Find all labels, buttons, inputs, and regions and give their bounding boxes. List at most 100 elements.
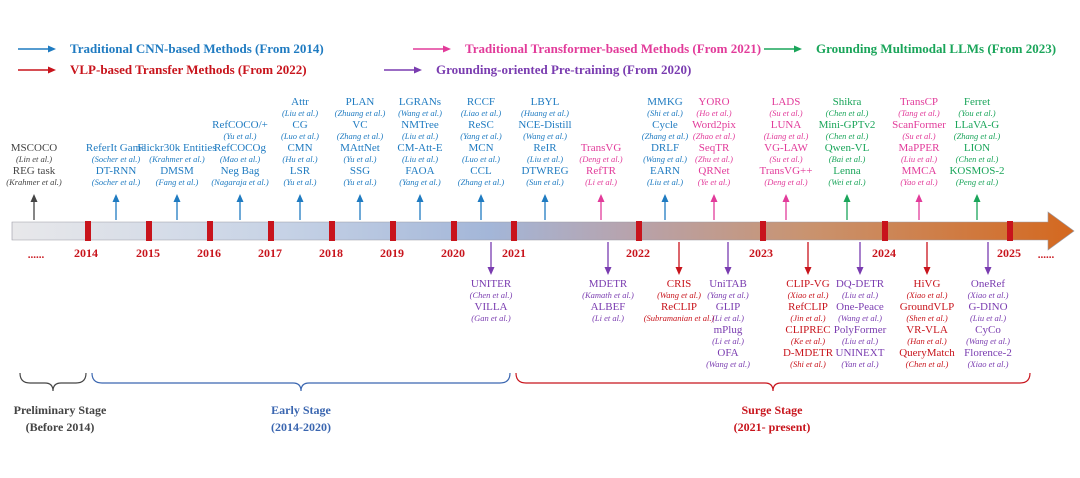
stage-brace	[19, 372, 87, 392]
year-label: 2014	[74, 246, 98, 260]
method-citation: (Shen et al.)	[906, 313, 947, 323]
legend-arrow-head	[48, 66, 56, 74]
method-citation: (Li et al.)	[592, 313, 624, 323]
timeline-pointer-arrowhead	[541, 194, 549, 202]
method-citation: (Luo et al.)	[462, 154, 500, 164]
year-tick	[760, 221, 766, 241]
method-citation: (Li et al.)	[712, 313, 744, 323]
method-name: One-Peace	[836, 301, 884, 313]
method-name: MDETR	[589, 278, 628, 290]
method-name: DT-RNN	[96, 165, 137, 177]
method-name: CM-Att-E	[397, 142, 443, 154]
method-name: NCE-Distill	[518, 119, 571, 131]
method-citation: (Yang et al.)	[707, 290, 749, 300]
method-citation: (Zhang et al.)	[954, 131, 1001, 141]
method-citation: (Yao et al.)	[900, 177, 937, 187]
method-citation: (Luo et al.)	[281, 131, 319, 141]
method-citation: (Liang et al.)	[764, 131, 809, 141]
method-name: LION	[964, 142, 990, 154]
timeline-pointer-arrowhead	[477, 194, 485, 202]
year-tick	[329, 221, 335, 241]
method-citation: (Wang et al.)	[523, 131, 567, 141]
method-name: ALBEF	[591, 301, 626, 313]
method-citation: (Yu et al.)	[344, 154, 377, 164]
method-citation: (Ye et al.)	[698, 177, 731, 187]
method-citation: (Hu et al.)	[282, 154, 317, 164]
stage-name: Preliminary Stage	[14, 403, 107, 417]
timeline-pointer-arrowhead	[724, 267, 732, 275]
timeline-pointer-arrowhead	[604, 267, 612, 275]
method-name: PolyFormer	[834, 324, 887, 336]
method-citation: (Yang et al.)	[460, 131, 502, 141]
timeline-pointer-arrowhead	[597, 194, 605, 202]
timeline-start-dots: ......	[28, 249, 45, 261]
method-citation: (Bai et al.)	[829, 154, 866, 164]
legend-label: Grounding Multimodal LLMs (From 2023)	[816, 41, 1056, 56]
method-name: ReIR	[533, 142, 557, 154]
method-citation: (Liu et al.)	[842, 290, 878, 300]
method-name: MaPPER	[899, 142, 941, 154]
method-citation: (Liu et al.)	[842, 336, 878, 346]
method-name: PLAN	[346, 96, 375, 108]
year-label: 2021	[502, 246, 526, 260]
method-name: mPlug	[714, 324, 743, 336]
method-name: HiVG	[914, 278, 941, 290]
method-name: VR-VLA	[906, 324, 948, 336]
method-name: RefTR	[586, 165, 617, 177]
timeline-end-dots: ......	[1038, 249, 1055, 261]
method-citation: (Ho et al.)	[696, 108, 731, 118]
method-citation: (Huang et al.)	[521, 108, 569, 118]
legend-label: Grounding-oriented Pre-training (From 20…	[436, 62, 691, 77]
method-citation: (Jin et al.)	[790, 313, 825, 323]
method-citation: (Liu et al.)	[282, 108, 318, 118]
method-citation: (Chen et al.)	[470, 290, 513, 300]
timeline-pointer-arrowhead	[416, 194, 424, 202]
method-name: DMSM	[160, 165, 194, 177]
timeline-pointer-arrowhead	[236, 194, 244, 202]
method-name: CG	[292, 119, 307, 131]
method-citation: (Yang et al.)	[399, 177, 441, 187]
method-citation: (Wang et al.)	[657, 290, 701, 300]
method-citation: (Zhang et al.)	[458, 177, 505, 187]
legend-arrow-head	[794, 45, 802, 53]
method-name: MMKG	[647, 96, 683, 108]
year-tick	[1007, 221, 1013, 241]
method-name: OneRef	[971, 278, 1006, 290]
timeline-pointer-arrowhead	[173, 194, 181, 202]
method-citation: (Yu et al.)	[344, 177, 377, 187]
method-name: Lenna	[833, 165, 861, 177]
method-name: G-DINO	[968, 301, 1007, 313]
timeline-pointer-arrowhead	[782, 194, 790, 202]
stage-name: Surge Stage	[742, 403, 804, 417]
method-citation: (Nagaraja et al.)	[211, 177, 269, 187]
method-citation: (Kamath et al.)	[582, 290, 634, 300]
method-name: TransVG	[581, 142, 622, 154]
year-tick	[511, 221, 517, 241]
method-name: OFA	[717, 347, 738, 359]
method-name: ReferIt Game	[86, 142, 146, 154]
method-citation: (Xiao et al.)	[907, 290, 948, 300]
timeline-pointer-arrowhead	[487, 267, 495, 275]
year-tick	[207, 221, 213, 241]
method-name: Ferret	[964, 96, 990, 108]
method-citation: (Liu et al.)	[647, 177, 683, 187]
method-citation: (Zhang et al.)	[337, 131, 384, 141]
legend-label: VLP-based Transfer Methods (From 2022)	[70, 62, 307, 77]
year-label: 2015	[136, 246, 160, 260]
stage-name: Early Stage	[271, 403, 331, 417]
method-citation: (Liu et al.)	[901, 154, 937, 164]
method-citation: (Zhao et al.)	[693, 131, 735, 141]
year-label: 2019	[380, 246, 404, 260]
method-citation: (Lin et al.)	[16, 154, 52, 164]
method-citation: (Chen et al.)	[906, 359, 949, 369]
year-label: 2024	[872, 246, 896, 260]
method-name: RCCF	[467, 96, 495, 108]
method-name: FAOA	[405, 165, 434, 177]
method-name: CLIP-VG	[786, 278, 829, 290]
timeline-pointer-arrowhead	[30, 194, 38, 202]
stage-brace	[91, 372, 511, 392]
timeline-pointer-arrowhead	[356, 194, 364, 202]
year-label: 2020	[441, 246, 465, 260]
method-citation: (Mao et al.)	[220, 154, 261, 164]
